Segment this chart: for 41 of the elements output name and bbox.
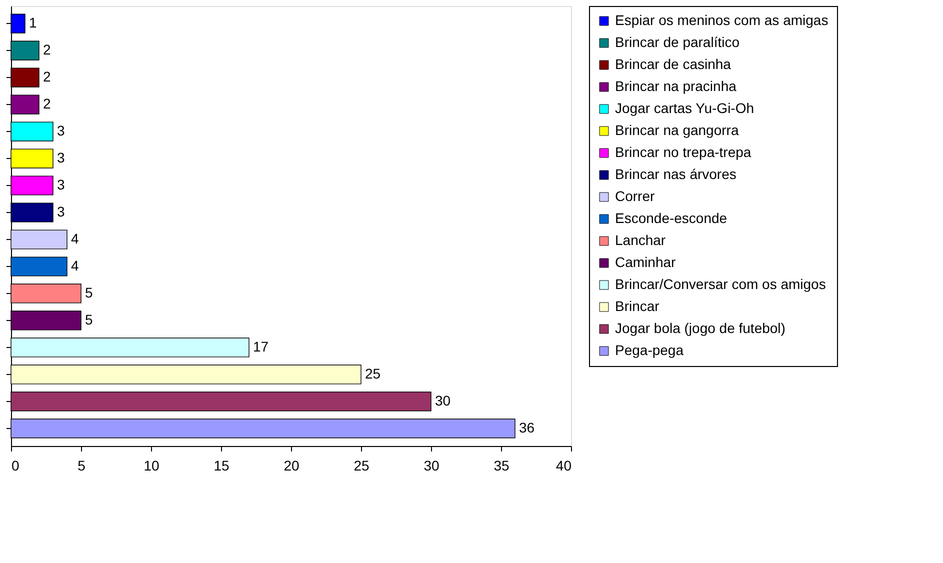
x-tick-label: 15 <box>214 458 230 474</box>
x-tick-label: 0 <box>12 458 20 474</box>
legend-label: Jogar cartas Yu-Gi-Oh <box>615 100 754 116</box>
x-tick-label: 10 <box>144 458 160 474</box>
legend-label: Brincar na pracinha <box>615 78 737 94</box>
data-label: 2 <box>43 68 51 85</box>
legend-label: Brincar no trepa-trepa <box>615 144 752 160</box>
legend-label: Brincar/Conversar com os amigos <box>615 276 826 292</box>
data-label: 4 <box>71 230 79 246</box>
data-label: 30 <box>435 392 451 408</box>
legend-label: Brincar nas árvores <box>615 166 736 182</box>
legend-label: Caminhar <box>615 254 676 270</box>
x-tick-label: 40 <box>556 458 572 474</box>
legend-label: Lanchar <box>615 232 666 248</box>
x-tick-label: 30 <box>424 458 440 474</box>
data-label: 3 <box>57 204 65 220</box>
data-label: 36 <box>519 419 535 436</box>
legend-label: Jogar bola (jogo de futebol) <box>615 320 786 336</box>
x-tick-label: 20 <box>284 458 300 474</box>
data-label: 5 <box>85 311 93 328</box>
data-label: 2 <box>43 42 51 58</box>
data-label: 25 <box>365 365 381 382</box>
legend-label: Brincar de paralítico <box>615 34 740 50</box>
legend-label: Pega-pega <box>615 342 684 358</box>
legend-label: Espiar os meninos com as amigas <box>615 12 828 28</box>
legend-label: Brincar <box>615 298 660 314</box>
x-tick-label: 5 <box>78 458 86 474</box>
data-label: 3 <box>57 176 65 193</box>
legend-label: Brincar de casinha <box>615 56 732 72</box>
data-label: 3 <box>57 150 65 166</box>
data-label: 4 <box>71 257 79 274</box>
data-label: 2 <box>43 96 51 112</box>
x-tick-label: 25 <box>354 458 370 474</box>
legend-label: Brincar na gangorra <box>615 122 739 138</box>
data-label: 5 <box>85 284 93 300</box>
legend-label: Correr <box>615 188 656 204</box>
x-tick-label: 35 <box>494 458 510 474</box>
data-label: 17 <box>253 338 269 354</box>
legend-label: Esconde-esconde <box>615 210 728 226</box>
data-label: 1 <box>29 14 37 31</box>
data-label: 3 <box>57 122 65 139</box>
